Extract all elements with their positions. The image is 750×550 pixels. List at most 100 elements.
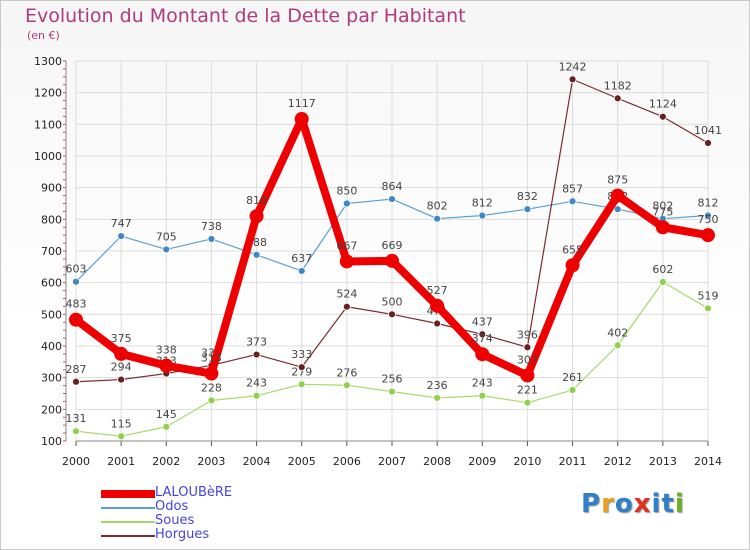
data-label-laloub-re: 374 bbox=[472, 332, 493, 345]
y-tick-label: 100 bbox=[41, 435, 62, 448]
data-point-soues bbox=[162, 422, 171, 431]
y-tick-label: 200 bbox=[41, 403, 62, 416]
data-label-odos: 812 bbox=[698, 197, 719, 210]
logo-letter: r bbox=[601, 489, 615, 519]
legend-swatch bbox=[101, 521, 155, 523]
data-point-laloub-re bbox=[565, 258, 580, 273]
data-label-laloub-re: 875 bbox=[607, 174, 628, 187]
data-label-soues: 402 bbox=[607, 326, 628, 339]
data-point-soues bbox=[613, 341, 622, 350]
data-point-soues bbox=[478, 391, 487, 400]
data-point-odos bbox=[297, 267, 306, 275]
data-label-soues: 228 bbox=[201, 381, 222, 394]
x-tick-label: 2010 bbox=[513, 455, 541, 468]
data-label-horgues: 1041 bbox=[694, 124, 722, 137]
data-point-laloub-re bbox=[475, 347, 490, 362]
unit-label: (en €) bbox=[27, 29, 60, 42]
data-point-odos bbox=[342, 199, 351, 208]
data-label-soues: 279 bbox=[291, 365, 312, 378]
data-point-odos bbox=[613, 205, 622, 214]
data-label-odos: 738 bbox=[201, 220, 222, 233]
data-point-soues bbox=[388, 387, 396, 396]
chart-title: Evolution du Montant de la Dette par Hab… bbox=[25, 5, 466, 27]
data-label-laloub-re: 375 bbox=[111, 332, 132, 345]
data-label-odos: 812 bbox=[472, 197, 493, 210]
legend-label: Odos bbox=[155, 499, 189, 514]
x-tick-label: 2008 bbox=[423, 455, 451, 468]
y-tick-label: 300 bbox=[41, 372, 62, 385]
x-tick-label: 2014 bbox=[694, 455, 722, 468]
logo-letter: P bbox=[581, 489, 602, 519]
data-point-laloub-re bbox=[339, 254, 354, 269]
data-point-laloub-re bbox=[159, 358, 174, 373]
logo-letter: t bbox=[661, 489, 675, 519]
data-point-laloub-re bbox=[294, 111, 309, 126]
legend-swatch bbox=[101, 507, 155, 509]
proxiti-logo: Proxiti bbox=[581, 489, 685, 519]
legend-label: Soues bbox=[155, 513, 195, 528]
data-label-soues: 236 bbox=[427, 379, 448, 392]
data-label-horgues: 524 bbox=[336, 288, 357, 301]
data-label-soues: 115 bbox=[111, 417, 132, 430]
data-point-soues bbox=[72, 427, 80, 436]
data-point-odos bbox=[433, 214, 442, 223]
data-point-odos bbox=[207, 235, 216, 243]
x-tick-label: 2011 bbox=[559, 455, 587, 468]
data-label-odos: 832 bbox=[517, 190, 538, 203]
x-tick-label: 2002 bbox=[152, 455, 180, 468]
x-tick-label: 2003 bbox=[197, 455, 225, 468]
data-label-laloub-re: 1117 bbox=[288, 97, 316, 110]
data-point-laloub-re bbox=[385, 253, 399, 268]
data-point-soues bbox=[433, 394, 442, 402]
data-label-odos: 637 bbox=[291, 252, 312, 265]
data-label-soues: 145 bbox=[156, 408, 177, 421]
data-point-laloub-re bbox=[114, 346, 129, 361]
data-point-horgues bbox=[388, 310, 396, 319]
data-label-horgues: 287 bbox=[66, 363, 87, 376]
data-label-soues: 519 bbox=[698, 289, 719, 302]
x-tick-label: 2005 bbox=[288, 455, 316, 468]
x-tick-label: 2012 bbox=[604, 455, 632, 468]
data-point-soues bbox=[297, 380, 306, 389]
data-point-soues bbox=[252, 391, 261, 400]
x-tick-label: 2000 bbox=[62, 455, 90, 468]
data-label-odos: 864 bbox=[382, 180, 403, 193]
data-label-horgues: 1124 bbox=[649, 98, 677, 111]
data-label-odos: 747 bbox=[111, 217, 132, 230]
data-point-laloub-re bbox=[610, 188, 625, 203]
logo-letter: i bbox=[674, 489, 685, 519]
data-point-odos bbox=[388, 195, 396, 203]
data-label-laloub-re: 527 bbox=[427, 284, 448, 297]
x-tick-label: 2007 bbox=[378, 455, 406, 468]
data-label-horgues: 373 bbox=[246, 336, 267, 349]
data-label-odos: 857 bbox=[562, 182, 583, 195]
y-tick-label: 1200 bbox=[34, 87, 62, 100]
data-point-laloub-re bbox=[249, 209, 264, 224]
data-point-horgues bbox=[342, 302, 351, 311]
data-label-soues: 276 bbox=[336, 366, 357, 379]
data-point-laloub-re bbox=[69, 312, 83, 327]
x-tick-label: 2001 bbox=[107, 455, 135, 468]
logo-letter: i bbox=[651, 489, 662, 519]
data-point-horgues bbox=[252, 350, 261, 359]
data-label-horgues: 396 bbox=[517, 328, 538, 341]
data-point-soues bbox=[568, 386, 577, 394]
data-point-soues bbox=[207, 396, 216, 405]
data-label-horgues: 294 bbox=[111, 361, 132, 374]
y-tick-label: 600 bbox=[41, 277, 62, 290]
data-point-soues bbox=[658, 278, 667, 286]
data-label-laloub-re: 750 bbox=[698, 213, 719, 226]
data-label-laloub-re: 667 bbox=[336, 239, 357, 252]
data-label-horgues: 333 bbox=[291, 348, 312, 361]
data-label-odos: 850 bbox=[336, 185, 357, 198]
data-point-odos bbox=[704, 211, 712, 220]
y-tick-label: 1100 bbox=[34, 118, 62, 131]
data-point-horgues bbox=[613, 94, 622, 103]
logo-letter: o bbox=[614, 489, 634, 519]
data-point-horgues bbox=[704, 139, 712, 147]
data-point-laloub-re bbox=[655, 220, 670, 235]
y-tick-label: 400 bbox=[41, 340, 62, 353]
data-point-soues bbox=[523, 398, 532, 407]
data-label-soues: 256 bbox=[382, 373, 403, 386]
